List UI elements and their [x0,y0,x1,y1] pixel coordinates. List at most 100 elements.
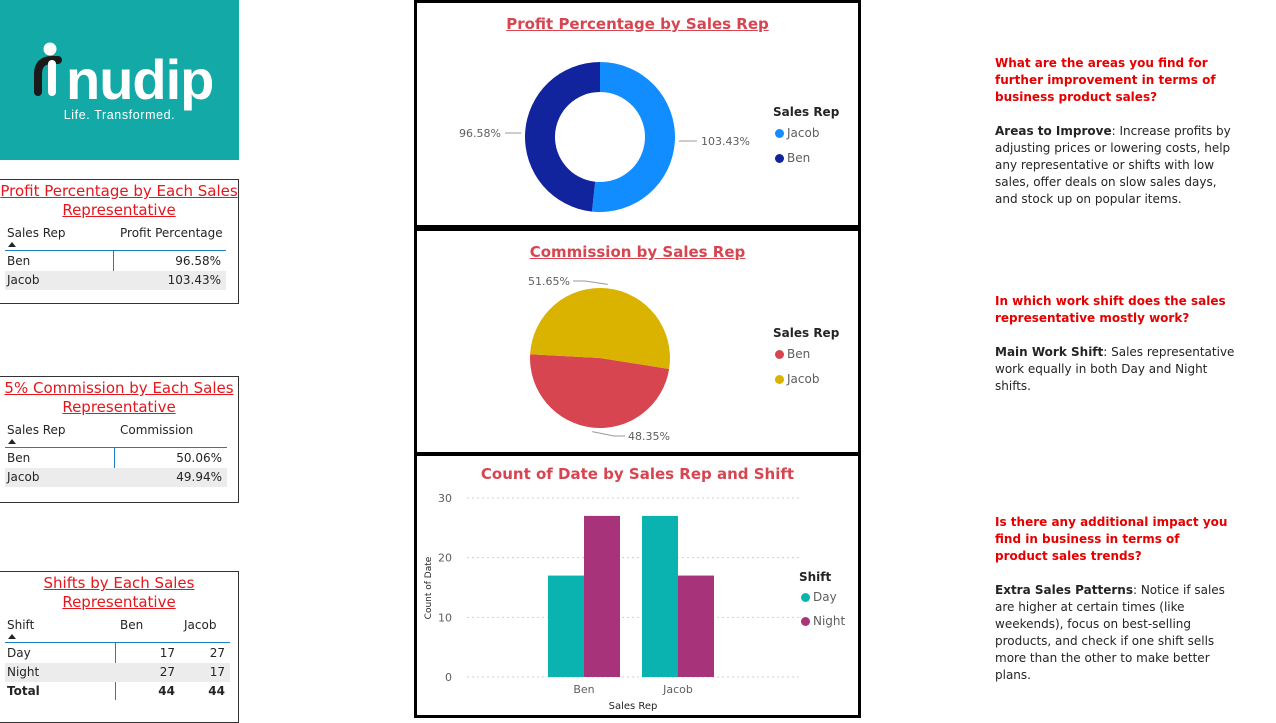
legend-dot-icon [775,154,784,163]
qa-block-improvement: What are the areas you find for further … [995,55,1235,208]
sort-ascending-icon[interactable] [8,439,16,444]
legend-label: Ben [787,151,810,165]
sort-ascending-icon[interactable] [8,242,16,247]
table-total-row: Total 44 44 [0,682,230,701]
commission-table: Sales Rep Commission Ben 50.06% Jacob 49… [0,377,238,502]
legend-label: Jacob [787,126,819,140]
commission-pie-chart: 48.35%51.65% [417,231,858,452]
slice-ben [525,62,600,212]
legend-item-ben[interactable]: Ben [775,347,810,361]
table-row: Night 27 17 [5,663,230,682]
cell-shift: Day [7,644,31,663]
legend-label: Ben [787,347,810,361]
cell-rep: Jacob [7,271,39,290]
cell-value: 96.58% [175,252,221,271]
cell-shift: Night [7,663,39,682]
legend-dot-icon [775,375,784,384]
legend-title: Sales Rep [773,105,839,119]
header-shift[interactable]: Shift [7,618,34,632]
brand-logo: nudip Life. Transformed. [0,0,239,160]
header-divider [5,447,227,448]
header-divider [5,250,226,251]
question-text: In which work shift does the sales repre… [995,293,1235,327]
profit-table-card: Profit Percentage by Each Sales Represen… [0,179,239,304]
header-divider [5,642,230,643]
data-label: 103.43% [701,135,750,148]
y-tick-label: 10 [438,611,452,624]
table-row: Day 17 27 [0,644,230,663]
bar-day-jacob [642,516,678,677]
slice-jacob [592,62,675,212]
qa-block-shift: In which work shift does the sales repre… [995,293,1235,395]
header-profit-percentage[interactable]: Profit Percentage [120,226,223,240]
y-tick-label: 30 [438,492,452,505]
x-tick-label: Ben [573,683,594,696]
legend-item-jacob[interactable]: Jacob [775,372,819,386]
cell-total-label: Total [7,682,40,701]
table-row: Jacob 103.43% [5,271,226,290]
cell-value: 50.06% [176,449,222,468]
header-commission[interactable]: Commission [120,423,193,437]
shift-bar-chart: 0 10 20 30 Count of Date Sales Rep Ben Jacob [417,456,858,715]
shifts-table-card: Shifts by Each Sales Representative Shif… [0,571,239,723]
cell-ben: 17 [160,644,175,663]
answer-text: Main Work Shift: Sales representative wo… [995,344,1235,395]
answer-text: Extra Sales Patterns: Notice if sales ar… [995,582,1235,684]
commission-table-card: 5% Commission by Each Sales Representati… [0,376,239,503]
qa-block-trends: Is there any additional impact you find … [995,514,1235,684]
shifts-table: Shift Ben Jacob Day 17 27 Night 27 17 To… [0,572,238,722]
legend-title: Shift [799,570,831,584]
question-text: What are the areas you find for further … [995,55,1235,106]
table-row: Jacob 49.94% [5,468,227,487]
y-tick-label: 20 [438,552,452,565]
sort-ascending-icon[interactable] [8,634,16,639]
logo-wordmark: nudip [66,50,213,110]
logo-tagline: Life. Transformed. [0,108,239,122]
legend-item-jacob[interactable]: Jacob [775,126,819,140]
answer-label: Areas to Improve [995,124,1112,138]
data-label: 96.58% [459,127,501,140]
cell-jacob: 27 [210,644,225,663]
x-tick-label: Jacob [662,683,693,696]
cell-total-ben: 44 [158,682,175,701]
x-axis-label: Sales Rep [609,701,658,712]
legend-item-ben[interactable]: Ben [775,151,810,165]
cell-rep: Ben [7,252,30,271]
answer-body: : Notice if sales are higher at certain … [995,583,1225,682]
y-axis-label: Count of Date [424,556,434,619]
cell-total-jacob: 44 [208,682,225,701]
cell-jacob: 17 [210,663,225,682]
header-sales-rep[interactable]: Sales Rep [7,423,66,437]
legend-dot-icon [801,593,810,602]
legend-dot-icon [775,350,784,359]
logo-mark-icon [30,40,70,100]
header-jacob[interactable]: Jacob [184,618,216,632]
table-row: Ben 96.58% [0,252,226,271]
cell-rep: Jacob [7,468,39,487]
cell-ben: 27 [160,663,175,682]
cell-value: 103.43% [168,271,221,290]
question-text: Is there any additional impact you find … [995,514,1235,565]
legend-item-night[interactable]: Night [801,614,845,628]
legend-item-day[interactable]: Day [801,590,837,604]
cell-rep: Ben [7,449,30,468]
leader-line [592,432,625,436]
commission-pie-panel: Commission by Sales Rep 48.35%51.65% Sal… [414,228,861,455]
legend-label: Jacob [787,372,819,386]
header-sales-rep[interactable]: Sales Rep [7,226,66,240]
legend-title: Sales Rep [773,326,839,340]
legend-dot-icon [801,617,810,626]
data-label: 48.35% [628,430,670,443]
profit-table: Sales Rep Profit Percentage Ben 96.58% J… [0,180,238,303]
header-ben[interactable]: Ben [120,618,143,632]
legend-label: Day [813,590,837,604]
y-tick-label: 0 [445,671,452,684]
leader-line [573,281,608,284]
profit-donut-panel: Profit Percentage by Sales Rep 103.43%96… [414,0,861,228]
bar-night-jacob [678,576,714,677]
answer-label: Main Work Shift [995,345,1103,359]
table-row: Ben 50.06% [0,449,227,468]
answer-text: Areas to Improve: Increase profits by ad… [995,123,1235,208]
cell-value: 49.94% [176,468,222,487]
